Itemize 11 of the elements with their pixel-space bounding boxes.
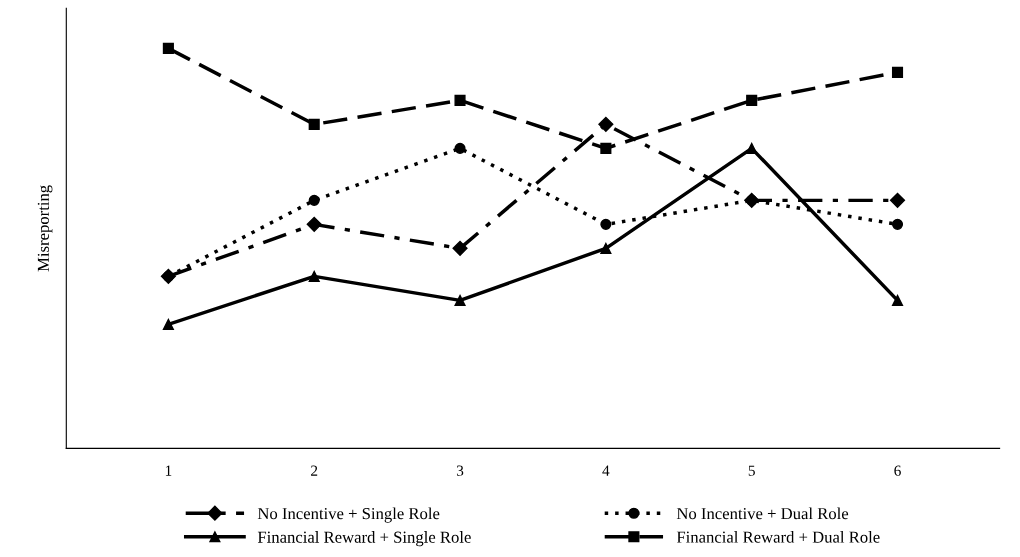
x-tick-label: 3 (456, 465, 464, 476)
legend-label: No Incentive + Dual Role (676, 507, 849, 520)
y-axis-title: Misreporting (37, 185, 53, 272)
x-tick-label: 1 (165, 465, 172, 476)
x-tick-label: 5 (748, 465, 755, 476)
legend-label: Financial Reward + Dual Role (676, 531, 880, 543)
legend-label: No Incentive + Single Role (257, 507, 440, 523)
x-tick-label: 6 (894, 465, 901, 476)
legend-label: Financial Reward + Single Role (257, 531, 471, 547)
x-tick-label: 4 (602, 465, 610, 476)
x-tick-label: 2 (311, 465, 318, 476)
